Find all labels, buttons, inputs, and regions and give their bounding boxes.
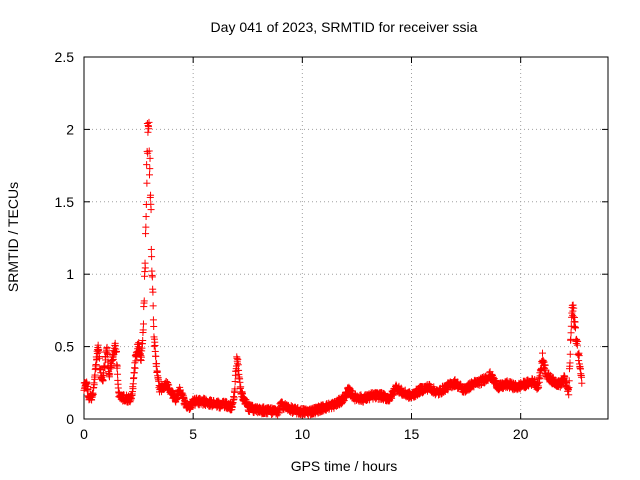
data-point: [145, 125, 153, 133]
grid-lines: [84, 57, 608, 419]
data-point: [114, 370, 122, 378]
data-point: [566, 350, 574, 358]
y-axis-ticks: 0 0.5 1 1.5 2 2.5: [55, 49, 608, 427]
data-point: [570, 304, 578, 312]
data-point: [113, 362, 121, 370]
data-point: [237, 383, 245, 391]
data-point: [569, 301, 577, 309]
data-point: [143, 179, 151, 187]
data-point: [234, 355, 242, 363]
data-point: [180, 393, 188, 401]
data-point: [569, 307, 577, 315]
data-point: [152, 352, 160, 360]
data-point: [541, 361, 549, 369]
data-point: [84, 386, 92, 394]
data-point: [149, 316, 157, 324]
data-point: [578, 373, 586, 381]
chart-title: Day 041 of 2023, SRMTID for receiver ssi…: [211, 19, 478, 35]
data-point: [151, 342, 159, 350]
data-point: [139, 320, 147, 328]
data-point: [143, 161, 151, 169]
data-point: [147, 245, 155, 253]
data-point: [574, 350, 582, 358]
y-tick-label: 1.5: [55, 194, 75, 210]
data-point: [535, 384, 543, 392]
data-point: [112, 347, 120, 355]
data-point: [150, 342, 158, 350]
plot-border: [83, 56, 609, 420]
data-point: [141, 264, 149, 272]
data-point: [147, 206, 155, 214]
data-point: [145, 147, 153, 155]
x-tick-label: 15: [404, 426, 420, 442]
data-point: [539, 349, 546, 357]
data-point: [144, 128, 152, 136]
data-point: [146, 171, 153, 179]
data-point: [139, 336, 147, 344]
y-tick-label: 2.5: [55, 49, 75, 65]
x-tick-label: 10: [295, 426, 311, 442]
data-point: [92, 361, 100, 369]
data-point: [574, 337, 582, 345]
data-point: [578, 379, 586, 387]
data-point: [146, 154, 154, 162]
data-point: [89, 390, 97, 398]
data-point: [149, 302, 157, 310]
y-tick-label: 0.5: [55, 339, 75, 355]
data-point: [142, 223, 150, 231]
y-tick-label: 2: [66, 121, 74, 137]
data-point: [107, 363, 115, 371]
data-point: [99, 376, 107, 384]
data-point: [566, 359, 574, 367]
data-point: [137, 353, 145, 361]
data-point: [145, 118, 153, 126]
x-axis-ticks: 0 5 10 15 20: [80, 57, 529, 442]
data-point: [230, 394, 238, 402]
data-series: [80, 118, 586, 419]
x-tick-label: 5: [189, 426, 197, 442]
data-point: [131, 364, 139, 372]
data-point: [140, 297, 148, 305]
data-point: [565, 377, 573, 385]
data-point: [135, 339, 143, 347]
data-point: [565, 391, 573, 399]
data-point: [142, 230, 150, 238]
data-point: [536, 375, 544, 383]
data-point: [567, 329, 575, 337]
data-point: [149, 288, 157, 296]
data-point: [570, 322, 578, 330]
data-point: [147, 191, 155, 199]
y-tick-label: 1: [66, 266, 74, 282]
data-point: [104, 350, 112, 358]
data-point: [572, 324, 580, 332]
y-tick-label: 0: [66, 411, 74, 427]
data-point: [109, 355, 117, 363]
data-point: [575, 352, 583, 360]
x-axis-label: GPS time / hours: [291, 458, 398, 474]
data-point: [148, 273, 156, 281]
data-point: [148, 253, 156, 261]
data-point: [153, 360, 161, 368]
data-point: [150, 322, 158, 330]
data-point: [231, 378, 239, 386]
data-point: [142, 213, 150, 221]
data-point: [141, 268, 149, 276]
data-point: [146, 165, 154, 173]
data-point: [575, 357, 583, 365]
data-point: [90, 381, 98, 389]
y-axis-label: SRMTID / TECUs: [5, 182, 21, 292]
data-point: [565, 384, 573, 392]
data-point: [104, 358, 112, 366]
x-tick-label: 0: [80, 426, 88, 442]
data-point: [239, 389, 247, 397]
plot-frame: [83, 56, 609, 420]
x-tick-label: 20: [513, 426, 529, 442]
data-point: [95, 354, 103, 362]
data-point: [155, 377, 163, 385]
data-point: [139, 326, 147, 334]
